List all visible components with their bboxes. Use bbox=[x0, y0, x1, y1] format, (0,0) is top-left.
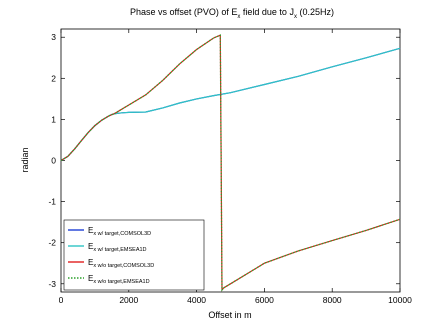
legend-entry: Ex w/ target,EMSEA1D bbox=[88, 242, 147, 253]
x-axis-label: Offset in m bbox=[208, 310, 251, 320]
y-axis-label: radian bbox=[20, 147, 30, 172]
x-tick-label: 0 bbox=[59, 295, 64, 305]
legend-entry: Ex w/ target,COMSOL3D bbox=[88, 226, 151, 237]
y-tick-label: 2 bbox=[51, 73, 56, 83]
legend-entry-sub: x w/o target,EMSEA1D bbox=[93, 279, 149, 285]
x-tick-label: 6000 bbox=[255, 295, 274, 305]
series-lines bbox=[60, 34, 401, 292]
x-tick-label: 4000 bbox=[187, 295, 206, 305]
title-prefix: Phase vs offset (PVO) of E bbox=[130, 7, 237, 17]
y-tick-label: 0 bbox=[51, 156, 56, 166]
legend-entry-base: E bbox=[88, 258, 93, 267]
title-sub-1: x bbox=[237, 14, 240, 20]
axis-tick-labels: 0 2000 4000 6000 8000 10000 -3 -2 -1 0 1 2 3 bbox=[48, 32, 412, 305]
legend-entry: Ex w/o target,COMSOL3D bbox=[88, 258, 154, 269]
x-tick-label: 8000 bbox=[323, 295, 342, 305]
title-middle: field due to J bbox=[240, 7, 294, 17]
legend-box bbox=[63, 219, 205, 291]
chart-title: Phase vs offset (PVO) of Ex field due to… bbox=[130, 7, 334, 20]
title-sub-2: x bbox=[294, 14, 297, 20]
y-tick-label: -2 bbox=[48, 238, 56, 248]
legend-entry-base: E bbox=[88, 274, 93, 283]
y-tick-label: 3 bbox=[51, 32, 56, 42]
legend-entry: Ex w/o target,EMSEA1D bbox=[88, 274, 150, 285]
title-suffix: (0.25Hz) bbox=[297, 7, 334, 17]
legend-entry-base: E bbox=[88, 226, 93, 235]
legend-entry-base: E bbox=[88, 242, 93, 251]
x-tick-label: 10000 bbox=[388, 295, 412, 305]
legend-entry-sub: x w/ target,COMSOL3D bbox=[93, 231, 151, 237]
legend-entry-sub: x w/o target,COMSOL3D bbox=[93, 263, 154, 269]
y-tick-label: 1 bbox=[51, 114, 56, 124]
y-tick-label: -3 bbox=[48, 279, 56, 289]
y-tick-label: -1 bbox=[48, 197, 56, 207]
legend-entry-sub: x w/ target,EMSEA1D bbox=[93, 247, 146, 253]
series-line-4 bbox=[60, 34, 401, 292]
x-tick-label: 2000 bbox=[119, 295, 138, 305]
